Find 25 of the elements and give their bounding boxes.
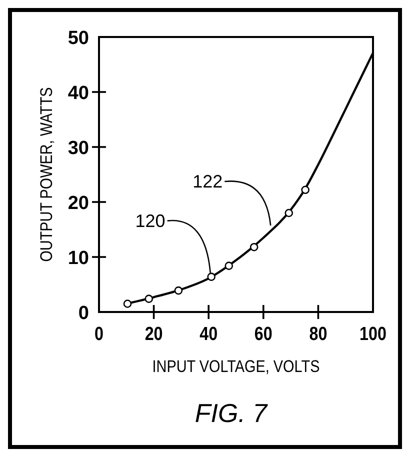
y-tick-label: 10 <box>68 248 89 269</box>
point <box>123 300 132 308</box>
point <box>174 286 183 295</box>
point <box>207 272 216 281</box>
y-tick-label: 0 <box>78 303 89 324</box>
point <box>301 186 310 194</box>
y-tick-label: 50 <box>68 28 89 49</box>
x-tick-label: 0 <box>94 322 104 344</box>
point <box>284 208 294 218</box>
y-tick-label: 20 <box>68 193 89 214</box>
x-tick-label: 100 <box>360 322 387 344</box>
annotation: 120 <box>135 210 166 231</box>
x-axis-title: INPUT VOLTAGE, VOLTS <box>152 358 320 376</box>
annotation: 122 <box>192 172 223 192</box>
y-tick-label: 30 <box>68 138 89 159</box>
point <box>250 242 258 252</box>
y-tick-label: 40 <box>68 83 89 104</box>
point <box>224 262 234 270</box>
x-tick-label: 40 <box>200 322 218 344</box>
caption: FIG. 7 <box>194 398 269 428</box>
point <box>144 294 154 303</box>
x-tick-label: 20 <box>144 322 163 344</box>
x-tick-label: 60 <box>254 322 273 344</box>
y-axis-title: OUTPUT POWER, WATTS <box>38 87 56 262</box>
x-tick-label: 80 <box>309 322 328 344</box>
